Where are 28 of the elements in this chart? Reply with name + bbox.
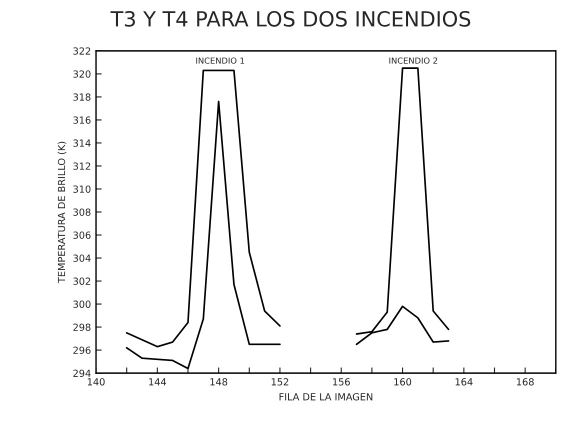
annotation: INCENDIO 1: [196, 57, 244, 64]
x-tick-label: 168: [516, 378, 534, 386]
y-tick-label: 314: [73, 139, 91, 147]
y-tick-label: 304: [73, 254, 91, 262]
y-tick-label: 298: [73, 324, 91, 331]
x-tick-label: 160: [394, 378, 412, 386]
y-tick-label: 306: [73, 231, 91, 239]
y-tick-label: 296: [73, 346, 91, 354]
x-tick-label: 156: [333, 378, 350, 386]
x-tick-label: 164: [456, 378, 473, 386]
y-tick-label: 318: [73, 93, 91, 101]
annotation: INCENDIO 2: [389, 57, 438, 64]
y-tick-label: 310: [73, 185, 91, 193]
chart-title: T3 Y T4 PARA LOS DOS INCENDIOS: [110, 10, 470, 27]
y-tick-label: 300: [73, 300, 91, 308]
y-tick-label: 322: [73, 47, 90, 55]
y-tick-label: 308: [73, 208, 91, 216]
x-tick-label: 144: [149, 378, 166, 386]
x-tick-label: 140: [88, 378, 105, 386]
y-axis-title: TEMPERATURA DE BRILLO (K): [58, 142, 66, 284]
y-tick-label: 320: [73, 70, 91, 78]
y-tick-label: 302: [73, 278, 90, 285]
x-tick-label: 152: [272, 378, 288, 386]
x-axis-title: FILA DE LA IMAGEN: [280, 393, 372, 400]
y-tick-label: 316: [73, 116, 91, 124]
y-tick-label: 312: [73, 162, 90, 170]
y-tick-label: 294: [73, 370, 91, 377]
x-tick-label: 148: [210, 378, 228, 386]
